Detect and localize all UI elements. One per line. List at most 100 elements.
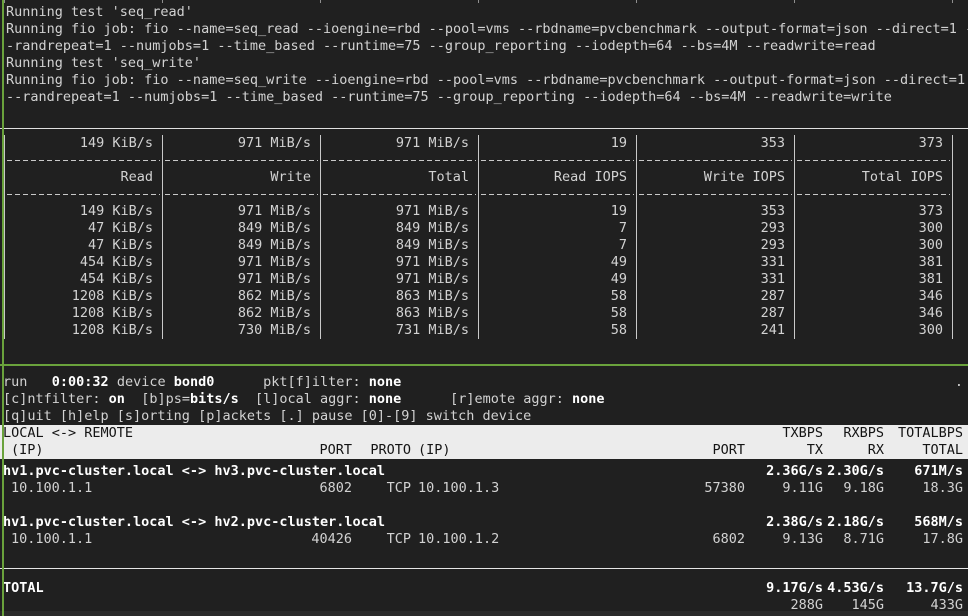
fio-cell: 849 MiB/s [320,237,478,254]
table-rule-segment [320,186,478,203]
remote-ip-header: (IP) [418,442,451,458]
fio-cell: 373 [794,135,952,152]
total-label: TOTAL [3,580,44,596]
device-name: bond0 [173,374,215,390]
fio-cell: 1208 KiB/s [4,322,162,339]
bottom-pane-edge [0,611,968,616]
table-rule-segment [478,152,636,169]
table-rule-segment [162,152,320,169]
total-tx: 288G [790,597,823,613]
fio-cell: 454 KiB/s [4,254,162,271]
fio-cell: 353 [636,135,794,152]
fio-data-row: 47 KiB/s 849 MiB/s 849 MiB/s 7 293 300 [4,237,953,254]
log-line: --randrepeat=1 --numjobs=1 --time_based … [6,89,892,105]
table-pipe [952,271,953,288]
table-rule-segment [4,152,162,169]
fio-separator [4,186,953,203]
table-pipe [162,0,320,3]
remote-aggr-value: none [572,391,605,407]
total-rx: 145G [851,597,884,613]
total-cumulative-row: 288G 145G 433G [0,597,968,614]
txbps-value: 2.36G/s [766,463,823,479]
traffic-total: 18.3G [922,480,963,496]
fio-cell: 731 MiB/s [320,322,478,339]
fio-cell: 300 [794,220,952,237]
tx-header: TX [806,442,823,458]
table-pipe [952,305,953,322]
total-rxbps: 4.53G/s [827,580,884,596]
fio-cell: 971 MiB/s [162,203,320,220]
fio-data-row: 47 KiB/s 849 MiB/s 849 MiB/s 7 293 300 [4,220,953,237]
total-separator-rule [0,568,968,569]
fio-data-row: 1208 KiB/s 730 MiB/s 731 MiB/s 58 241 300 [4,322,953,339]
log-line: Running test 'seq_read' [6,4,193,20]
jnettop-run-line: run 0:00:32 device bond0 pkt[f]ilter: no… [0,374,968,391]
fio-cell: 971 MiB/s [320,203,478,220]
protocol: TCP [386,531,411,547]
log-line: Running fio job: fio --name=seq_write --… [6,72,966,88]
table-rule-segment [636,152,794,169]
fio-cell: 19 [478,135,636,152]
bps-value: bits/s [189,391,239,407]
fio-cell: 849 MiB/s [320,220,478,237]
header-row-1: LOCAL <-> REMOTE TXBPS RXBPS TOTALBPS [0,425,968,442]
local-port: 40426 [311,531,352,547]
table-rule-segment [320,152,478,169]
host-pair: hv1.pvc-cluster.local <-> hv2.pvc-cluste… [3,514,386,530]
fio-cell: 863 MiB/s [320,305,478,322]
table-pipe [952,322,953,339]
table-pipe [952,220,953,237]
local-aggr-value: none [368,391,402,407]
fio-data-row: 454 KiB/s 971 MiB/s 971 MiB/s 49 331 381 [4,271,953,288]
total-header: TOTAL [922,442,963,458]
fio-cell: 58 [478,305,636,322]
local-port-header: PORT [319,442,352,458]
local-ip: 10.100.1.1 [11,480,93,496]
local-port: 6802 [319,480,352,496]
activity-indicator: . [954,374,963,390]
rxbps-value: 2.30G/s [827,463,884,479]
fio-cell: 331 [636,271,794,288]
table-rule-segment [162,186,320,203]
totalbps-value: 671M/s [914,463,963,479]
total-totalbps: 13.7G/s [906,580,963,596]
remote-port-header: PORT [712,442,745,458]
horizontal-rule [0,128,968,129]
rx-total: 9.18G [843,480,884,496]
connection-host-row: hv1.pvc-cluster.local <-> hv2.pvc-cluste… [0,514,968,531]
fio-column-header: Read [4,169,162,186]
fio-cell: 7 [478,220,636,237]
fio-cell: 1208 KiB/s [4,305,162,322]
protocol: TCP [386,480,411,496]
log-line: -randrepeat=1 --numjobs=1 --time_based -… [6,38,876,54]
fio-cell: 862 MiB/s [162,288,320,305]
table-rule-segment [794,186,952,203]
fio-cell: 971 MiB/s [320,135,478,152]
fio-cell: 300 [794,237,952,254]
clipped-previous-line [4,0,953,17]
table-pipe [952,152,953,169]
local-remote-header: LOCAL <-> REMOTE [3,425,134,441]
fio-cell: 971 MiB/s [162,135,320,152]
log-line: Running fio job: fio --name=seq_read --i… [6,21,968,37]
fio-data-row: 454 KiB/s 971 MiB/s 971 MiB/s 49 331 381 [4,254,953,271]
fio-cell: 1208 KiB/s [4,288,162,305]
fio-cell: 49 [478,271,636,288]
remote-port: 57380 [704,480,745,496]
fio-column-header: Write [162,169,320,186]
fio-cell: 287 [636,305,794,322]
fio-cell: 971 MiB/s [320,271,478,288]
fio-cell: 971 MiB/s [320,254,478,271]
fio-cell: 47 KiB/s [4,237,162,254]
fio-column-header: Write IOPS [636,169,794,186]
table-pipe [952,0,953,3]
tx-total: 9.13G [782,531,823,547]
fio-cell: 730 MiB/s [162,322,320,339]
header-row-2: (IP) PORT PROTO (IP) PORT TX RX TOTAL [0,442,968,459]
fio-cell: 300 [794,322,952,339]
txbps-header: TXBPS [782,425,823,441]
rxbps-value: 2.18G/s [827,514,884,530]
connection-ip-row: 10.100.1.1 40426 TCP 10.100.1.2 6802 9.1… [0,531,968,548]
pane-split-border [0,364,968,366]
